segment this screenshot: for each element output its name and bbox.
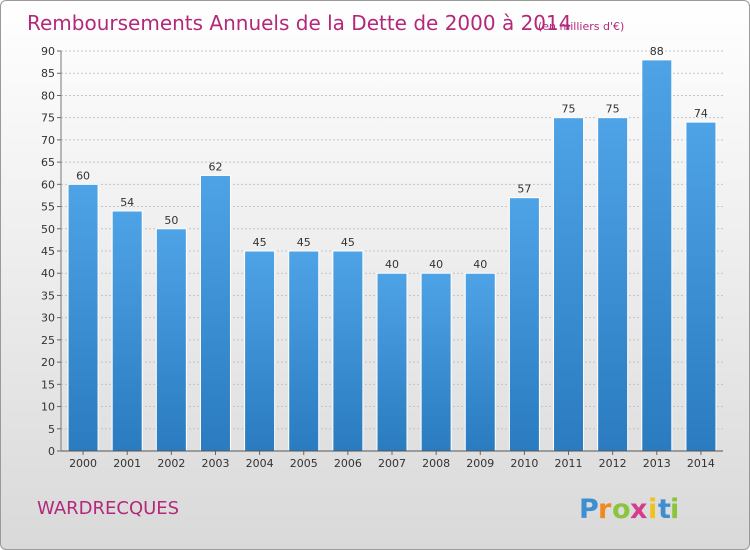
bar (67, 183, 99, 452)
y-tick-label: 70 (41, 134, 55, 147)
y-axis-ticks: 0 5 10 15 20 25 30 35 40 45 50 55 60 65 70 75 80 85 90 (41, 45, 61, 458)
y-tick-label: 5 (48, 423, 55, 436)
y-tick-label: 50 (41, 223, 55, 236)
x-tick-label: 2004 (246, 457, 274, 470)
x-tick-label: 2006 (334, 457, 362, 470)
x-tick-label: 2002 (157, 457, 185, 470)
bar (244, 250, 276, 452)
logo-letter: t (658, 494, 671, 525)
commune-name: WARDRECQUES (37, 498, 179, 519)
data-label: 75 (562, 103, 576, 116)
chart-title: Remboursements Annuels de la Dette de 20… (27, 11, 571, 35)
data-label: 75 (606, 103, 620, 116)
data-label: 54 (120, 196, 134, 209)
bar (420, 272, 452, 452)
x-axis-ticks: 2000 2001 2002 2003 2004 2005 2006 2007 2008 2009… (69, 451, 715, 470)
y-tick-label: 60 (41, 178, 55, 191)
data-label: 62 (208, 160, 222, 173)
y-tick-label: 85 (41, 67, 55, 80)
bar (553, 117, 585, 452)
x-tick-label: 2007 (378, 457, 406, 470)
x-tick-label: 2012 (599, 457, 627, 470)
bar (508, 197, 540, 452)
data-label: 60 (76, 169, 90, 182)
bar (288, 250, 320, 452)
x-tick-label: 2000 (69, 457, 97, 470)
data-label: 40 (385, 258, 399, 271)
y-tick-label: 25 (41, 334, 55, 347)
y-tick-label: 10 (41, 401, 55, 414)
bar (376, 272, 408, 452)
bar (199, 174, 231, 452)
data-label: 45 (253, 236, 267, 249)
y-tick-label: 15 (41, 378, 55, 391)
x-tick-label: 2008 (422, 457, 450, 470)
data-label: 50 (164, 214, 178, 227)
x-tick-label: 2011 (555, 457, 583, 470)
logo-letter: x (630, 494, 647, 525)
data-label: 40 (429, 258, 443, 271)
bar (111, 210, 143, 452)
logo-letter: P (579, 494, 599, 525)
x-tick-label: 2014 (687, 457, 715, 470)
bar (332, 250, 364, 452)
data-label: 74 (694, 107, 708, 120)
y-tick-label: 30 (41, 312, 55, 325)
y-tick-label: 35 (41, 289, 55, 302)
data-label: 57 (517, 183, 531, 196)
data-label: 45 (341, 236, 355, 249)
y-tick-label: 45 (41, 245, 55, 258)
logo-letter: o (612, 494, 631, 525)
bars: 60 54 50 62 45 45 45 40 40 40 57 75 75 88 74 (67, 45, 717, 452)
y-tick-label: 90 (41, 45, 55, 58)
bar (597, 117, 629, 452)
y-tick-label: 40 (41, 267, 55, 280)
x-tick-label: 2003 (201, 457, 229, 470)
x-tick-label: 2001 (113, 457, 141, 470)
bar (155, 228, 187, 452)
bar (685, 121, 717, 452)
x-tick-label: 2013 (643, 457, 671, 470)
x-tick-label: 2005 (290, 457, 318, 470)
y-tick-label: 65 (41, 156, 55, 169)
bar (641, 59, 673, 452)
data-label: 45 (297, 236, 311, 249)
y-tick-label: 75 (41, 112, 55, 125)
logo-letter: r (598, 494, 612, 525)
y-tick-label: 80 (41, 89, 55, 102)
y-tick-label: 20 (41, 356, 55, 369)
y-tick-label: 0 (48, 445, 55, 458)
y-tick-label: 55 (41, 201, 55, 214)
data-label: 88 (650, 45, 664, 58)
logo-letter: i (670, 494, 679, 525)
bar (464, 272, 496, 452)
chart-subtitle: (en milliers d'€) (538, 20, 624, 33)
x-tick-label: 2009 (466, 457, 494, 470)
logo-letter: i (648, 494, 657, 525)
data-label: 40 (473, 258, 487, 271)
x-tick-label: 2010 (510, 457, 538, 470)
